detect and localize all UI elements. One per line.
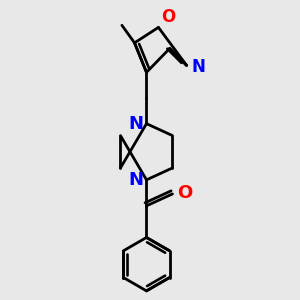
Text: O: O [161,8,176,26]
Text: O: O [177,184,192,202]
Text: N: N [191,58,205,76]
Text: N: N [129,115,144,133]
Text: N: N [129,171,144,189]
